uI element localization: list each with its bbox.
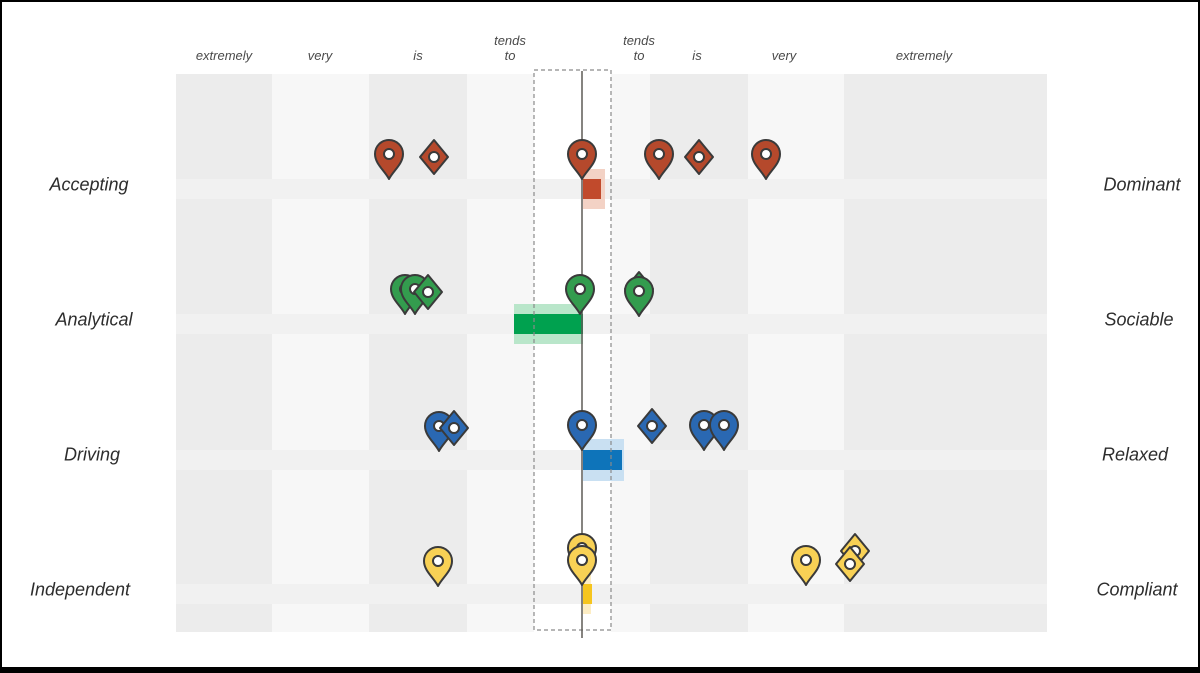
scale-label: is	[692, 48, 702, 63]
scale-zone	[611, 74, 650, 632]
marker-dot	[844, 558, 856, 570]
pin-marker	[644, 139, 674, 180]
marker-dot	[422, 286, 434, 298]
scale-label: tends to	[623, 33, 655, 63]
marker-dot	[576, 419, 588, 431]
row-label-right: Compliant	[1096, 579, 1178, 600]
marker-dot	[574, 283, 586, 295]
marker-dot	[383, 148, 395, 160]
score-bar	[583, 179, 601, 199]
scale-label: is	[413, 48, 423, 63]
diamond-marker	[684, 139, 714, 175]
scale-label: very	[771, 48, 797, 63]
marker-dot	[800, 554, 812, 566]
scale-label: very	[307, 48, 333, 63]
marker-dot	[718, 419, 730, 431]
scale-label: tends to	[494, 33, 526, 63]
pin-marker	[751, 139, 781, 180]
marker-dot	[576, 148, 588, 160]
scale-label: extremely	[195, 48, 253, 63]
pin-marker	[791, 545, 821, 586]
marker-dot	[448, 422, 460, 434]
pin-marker	[567, 139, 597, 180]
row-label-right: Relaxed	[1101, 444, 1169, 465]
marker-dot	[576, 554, 588, 566]
scale-zone	[467, 74, 534, 632]
marker-dot	[760, 148, 772, 160]
diamond-marker	[439, 410, 469, 446]
pin-marker	[709, 410, 739, 451]
pin-marker	[565, 274, 595, 315]
pin-marker	[374, 139, 404, 180]
scale-zone	[176, 74, 272, 632]
score-bar	[514, 314, 583, 334]
marker-dot	[653, 148, 665, 160]
tends-to-box	[533, 69, 612, 631]
scale-zone	[844, 74, 1047, 632]
diamond-marker	[637, 408, 667, 444]
marker-dot	[428, 151, 440, 163]
row-stripe	[176, 584, 1047, 604]
marker-dot	[698, 419, 710, 431]
pin-marker	[567, 410, 597, 451]
row-label-left: Driving	[63, 444, 121, 465]
scale-label: extremely	[895, 48, 953, 63]
score-bar	[583, 584, 592, 604]
diamond-marker	[835, 546, 865, 582]
pin-marker	[567, 545, 597, 586]
row-label-left: Accepting	[49, 174, 129, 195]
row-label-left: Analytical	[55, 309, 133, 330]
marker-dot	[432, 555, 444, 567]
pin-marker	[423, 546, 453, 587]
marker-dot	[646, 420, 658, 432]
row-label-left: Independent	[29, 579, 131, 600]
diamond-marker	[413, 274, 443, 310]
marker-dot	[693, 151, 705, 163]
bottom-border-bar	[2, 667, 1198, 671]
pin-marker	[624, 276, 654, 317]
scale-zone	[272, 74, 369, 632]
diamond-marker	[419, 139, 449, 175]
score-bar	[583, 450, 622, 470]
marker-dot	[633, 285, 645, 297]
row-label-right: Sociable	[1104, 309, 1174, 330]
row-label-right: Dominant	[1103, 174, 1181, 195]
